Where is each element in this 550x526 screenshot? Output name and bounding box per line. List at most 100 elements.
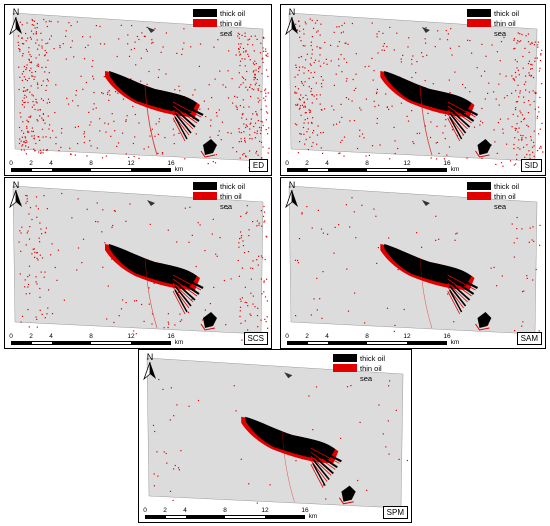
thin-oil-speck	[534, 57, 536, 59]
thin-oil-speck	[244, 140, 246, 142]
thin-oil-speck	[232, 147, 234, 149]
thin-oil-speck	[245, 155, 247, 157]
thin-oil-speck	[36, 257, 38, 259]
thin-oil-speck	[520, 134, 522, 136]
thick-oil-streak	[174, 277, 200, 295]
thin-oil-speck	[55, 136, 57, 138]
thin-oil-speck	[311, 121, 313, 124]
thin-oil-speck	[254, 60, 256, 62]
thin-oil-speck	[35, 32, 37, 34]
thin-oil-speck	[158, 69, 160, 71]
thin-oil-speck	[24, 101, 26, 103]
thin-oil-speck	[60, 146, 62, 148]
thin-oil-speck	[70, 46, 72, 48]
thin-oil-speck	[386, 307, 389, 309]
scale-tick-label: 12	[403, 160, 411, 167]
thin-oil-speck	[35, 142, 37, 145]
thin-oil-speck	[39, 254, 41, 256]
thin-oil-speck	[80, 75, 82, 77]
thin-oil-speck	[376, 262, 378, 264]
thin-oil-speck	[29, 226, 31, 228]
thin-oil-speck	[146, 50, 148, 52]
thin-oil-speck	[513, 78, 515, 80]
thin-oil-speck	[113, 120, 115, 122]
thin-oil-speck	[239, 310, 241, 312]
thin-oil-speck	[537, 106, 540, 108]
thin-oil-speck	[29, 70, 31, 72]
thin-oil-speck	[36, 23, 38, 25]
thin-oil-speck	[37, 87, 39, 89]
thin-oil-speck	[502, 165, 504, 167]
thin-oil-speck	[309, 136, 311, 138]
thin-oil-speck	[21, 37, 23, 39]
thin-oil-speck	[21, 145, 23, 147]
thin-oil-speck	[528, 100, 530, 102]
thin-oil-speck	[347, 43, 349, 45]
thin-oil-speck	[333, 31, 335, 33]
thin-oil-speck	[471, 52, 473, 54]
thin-oil-speck	[509, 160, 512, 162]
thin-oil-speck	[41, 257, 44, 259]
thin-oil-speck	[496, 152, 498, 154]
thin-oil-speck	[89, 36, 91, 38]
thin-oil-trail	[281, 430, 295, 502]
thin-oil-speck	[21, 136, 23, 138]
thin-oil-speck	[23, 43, 25, 45]
thin-oil-speck	[226, 207, 228, 210]
thin-oil-speck	[266, 236, 268, 238]
thin-oil-speck	[258, 255, 260, 257]
thin-oil-speck	[305, 138, 307, 141]
thin-oil-speck	[517, 131, 519, 133]
thin-oil-speck	[239, 53, 242, 55]
thin-oil-speck	[541, 49, 543, 51]
thin-oil-speck	[146, 26, 148, 28]
thin-oil-speck	[521, 138, 523, 140]
thin-oil-speck	[41, 233, 43, 235]
thin-oil-speck	[21, 130, 23, 132]
thin-oil-speck	[178, 291, 180, 293]
thin-oil-speck	[129, 203, 131, 205]
thin-oil-speck	[533, 100, 535, 103]
thin-oil-speck	[375, 215, 377, 217]
north-arrow-icon	[285, 16, 298, 36]
thin-oil-speck	[48, 20, 50, 22]
thin-oil-speck	[146, 83, 148, 85]
thin-oil-speck	[514, 137, 516, 139]
thin-oil-speck	[260, 210, 262, 212]
thin-oil-speck	[294, 123, 296, 125]
thin-oil-speck	[158, 118, 161, 120]
thin-oil-speck	[310, 45, 312, 47]
thin-oil-speck	[302, 28, 305, 30]
thin-oil-speck	[90, 121, 92, 123]
thin-oil-speck	[47, 98, 50, 100]
thin-oil-speck	[234, 95, 236, 97]
thin-oil-streak	[310, 464, 324, 488]
thin-oil-speck	[255, 82, 257, 84]
thin-oil-speck	[257, 154, 259, 156]
thin-oil-speck	[533, 155, 535, 157]
scale-tick-label: 4	[183, 507, 187, 514]
thin-oil-speck	[265, 92, 267, 94]
thin-oil-speck	[46, 313, 48, 315]
thin-oil-speck	[122, 98, 125, 100]
thin-oil-speck	[411, 76, 413, 79]
thin-oil-speck	[217, 39, 219, 41]
thin-oil-speck	[408, 37, 410, 39]
thin-oil-speck	[36, 252, 38, 254]
thin-oil-speck	[182, 48, 184, 50]
thin-oil-speck	[41, 45, 43, 47]
north-arrow: N	[142, 353, 158, 385]
thin-oil-speck	[314, 59, 317, 61]
thin-oil-speck	[511, 223, 513, 225]
thin-oil-streak	[172, 117, 186, 142]
thin-oil-speck	[524, 156, 526, 158]
thin-oil-speck	[252, 71, 254, 73]
thin-oil-speck	[246, 125, 248, 127]
thin-oil-speck	[264, 220, 266, 222]
thin-oil-speck	[25, 90, 27, 92]
scale-tick-label: 8	[365, 160, 369, 167]
thin-oil-speck	[267, 92, 269, 94]
thin-oil-streak	[447, 101, 476, 118]
thin-oil-speck	[241, 267, 243, 269]
classification-map	[288, 185, 541, 337]
